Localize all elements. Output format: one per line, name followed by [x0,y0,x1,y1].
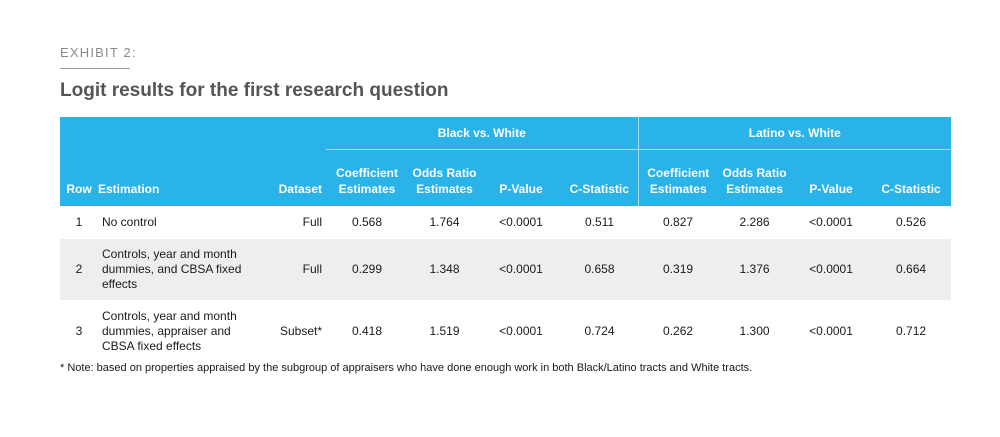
group-header-spacer [60,117,326,150]
col-header-latino-cstatistic: C-Statistic [871,149,952,206]
col-header-black-coefficient: Coefficient Estimates [326,149,408,206]
col-header-line: Odds Ratio [412,166,477,180]
cell-latino-coefficient: 0.319 [638,239,719,300]
cell-latino-pvalue: <0.0001 [791,239,872,300]
col-header-black-pvalue: P-Value [481,149,561,206]
col-header-latino-odds-ratio: Odds Ratio Estimates [718,149,792,206]
cell-latino-pvalue: <0.0001 [791,300,872,362]
cell-dataset: Full [268,206,326,239]
col-header-latino-coefficient: Coefficient Estimates [637,149,719,206]
col-header-dataset: Dataset [268,149,326,206]
group-header-black-vs-white: Black vs. White [326,117,639,150]
cell-latino-cstatistic: 0.526 [871,206,952,239]
cell-black-cstatistic: 0.511 [561,206,639,239]
col-header-black-cstatistic: C-Statistic [561,149,639,206]
col-header-row: Row [60,149,98,206]
cell-row-number: 2 [60,239,98,300]
col-header-line: Estimates [649,182,707,196]
cell-latino-pvalue: <0.0001 [791,206,872,239]
footnote: * Note: based on properties appraised by… [60,362,753,374]
table-row: 1 No control Full 0.568 1.764 <0.0001 0.… [60,206,952,239]
cell-estimation: Controls, year and month dummies, apprai… [98,300,268,362]
cell-black-odds-ratio: 1.764 [408,206,481,239]
exhibit-label: EXHIBIT 2: [60,45,137,60]
cell-estimation: No control [98,206,268,239]
cell-black-coefficient: 0.299 [326,239,408,300]
cell-latino-odds-ratio: 2.286 [718,206,792,239]
cell-estimation: Controls, year and month dummies, and CB… [98,239,268,300]
column-header-row: Row Estimation Dataset Coefficient Estim… [60,149,952,206]
cell-black-pvalue: <0.0001 [481,300,561,362]
cell-row-number: 3 [60,300,98,362]
cell-black-cstatistic: 0.658 [561,239,639,300]
cell-latino-odds-ratio: 1.376 [718,239,792,300]
cell-latino-coefficient: 0.827 [638,206,719,239]
group-header-row: Black vs. White Latino vs. White [60,117,952,150]
cell-black-odds-ratio: 1.348 [408,239,481,300]
col-header-line: Estimates [416,182,473,196]
col-header-estimation: Estimation [98,149,268,206]
col-header-line: Coefficient [647,166,710,180]
cell-black-pvalue: <0.0001 [481,239,561,300]
col-header-line: Coefficient [335,166,398,180]
cell-latino-coefficient: 0.262 [638,300,719,362]
cell-dataset: Full [268,239,326,300]
cell-row-number: 1 [60,206,98,239]
cell-black-coefficient: 0.418 [326,300,408,362]
cell-black-coefficient: 0.568 [326,206,408,239]
exhibit-divider [60,68,130,69]
cell-latino-cstatistic: 0.712 [871,300,952,362]
page-title: Logit results for the first research que… [60,80,449,101]
cell-black-pvalue: <0.0001 [481,206,561,239]
group-header-latino-vs-white: Latino vs. White [637,117,952,150]
col-header-line: Estimates [338,182,396,196]
cell-black-odds-ratio: 1.519 [408,300,481,362]
table-row: 2 Controls, year and month dummies, and … [60,239,952,300]
col-header-latino-pvalue: P-Value [791,149,872,206]
cell-latino-cstatistic: 0.664 [871,239,952,300]
cell-latino-odds-ratio: 1.300 [718,300,792,362]
cell-black-cstatistic: 0.724 [561,300,639,362]
cell-dataset: Subset* [268,300,326,362]
col-header-black-odds-ratio: Odds Ratio Estimates [408,149,481,206]
col-header-line: Odds Ratio [722,166,787,180]
results-table: Black vs. White Latino vs. White Row Est… [60,117,952,362]
table-row: 3 Controls, year and month dummies, appr… [60,300,952,362]
col-header-line: Estimates [726,182,783,196]
